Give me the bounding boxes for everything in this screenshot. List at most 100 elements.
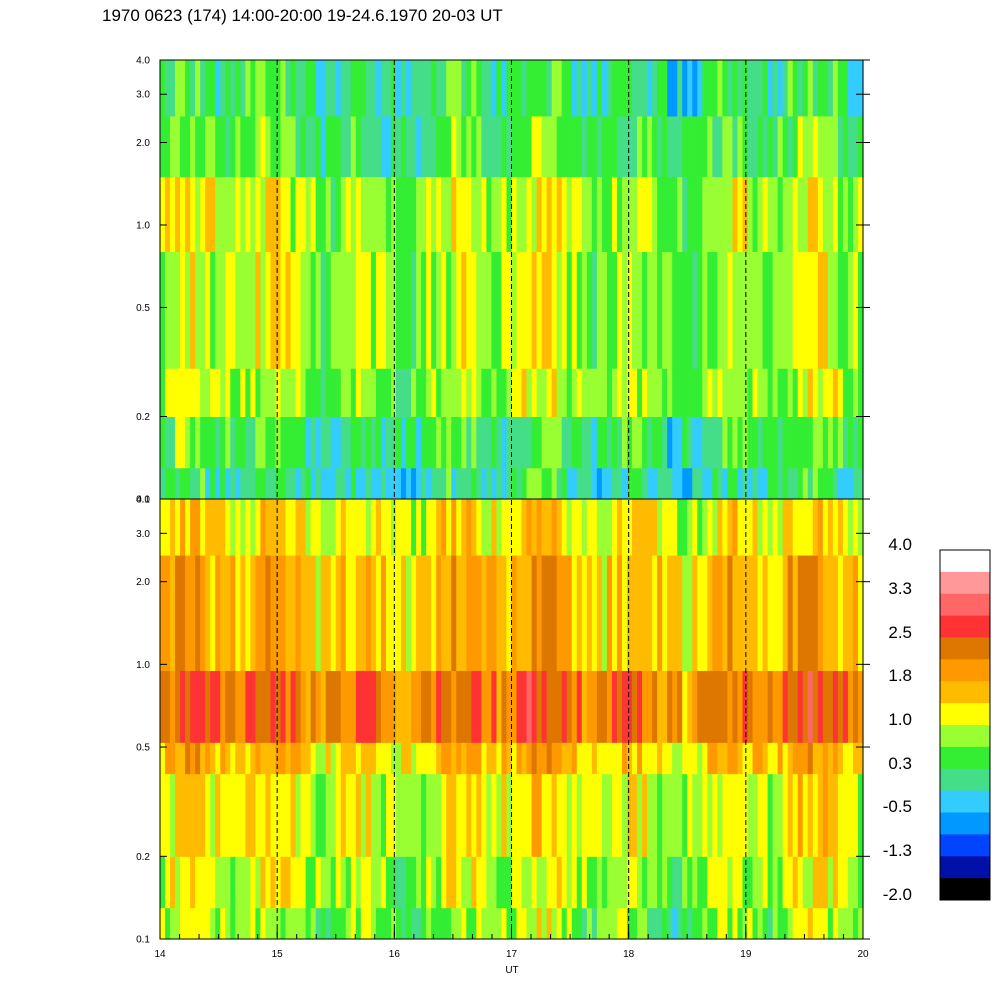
spectrogram-cell: [370, 856, 377, 909]
spectrogram-cell: [556, 555, 563, 671]
spectrogram-cell: [817, 60, 824, 117]
spectrogram-cell: [340, 416, 347, 469]
spectrogram-cell: [687, 670, 693, 743]
spectrogram-cell: [295, 368, 302, 418]
spectrogram-cell: [702, 773, 708, 857]
spectrogram-cell: [275, 176, 282, 253]
spectrogram-cell: [536, 555, 543, 671]
spectrogram-cell: [230, 467, 236, 500]
spectrogram-cell: [225, 499, 231, 556]
spectrogram-cell: [596, 176, 603, 253]
spectrogram-cell: [777, 742, 784, 775]
spectrogram-cell: [290, 856, 297, 909]
spectrogram-cell: [375, 176, 382, 253]
spectrogram-cell: [712, 907, 718, 940]
spectrogram-cell: [712, 115, 718, 178]
spectrogram-cell: [295, 742, 302, 775]
spectrogram-cell: [471, 176, 477, 253]
spectrogram-cell: [687, 773, 693, 857]
spectrogram-cell: [581, 499, 588, 556]
spectrogram-cell: [370, 555, 377, 671]
spectrogram-cell: [305, 467, 312, 500]
spectrogram-cell: [295, 416, 302, 469]
spectrogram-cell: [822, 856, 829, 909]
spectrogram-cell: [350, 176, 357, 253]
spectrogram-cell: [305, 773, 312, 857]
spectrogram-cell: [365, 251, 372, 369]
spectrogram-cell: [285, 60, 292, 117]
spectrogram-cell: [350, 856, 357, 909]
spectrogram-cell: [461, 907, 467, 940]
spectrogram-cell: [255, 856, 262, 909]
spectrogram-cell: [647, 670, 653, 743]
spectrogram-cell: [797, 251, 804, 369]
spectrogram-cell: [406, 251, 412, 369]
spectrogram-cell: [295, 467, 302, 500]
spectrogram-cell: [687, 60, 693, 117]
spectrogram-cell: [385, 467, 392, 500]
spectrogram-cell: [431, 115, 437, 178]
spectrogram-cell: [375, 499, 382, 556]
spectrogram-cell: [732, 115, 739, 178]
spectrogram-cell: [310, 176, 317, 253]
spectrogram-cell: [807, 742, 814, 775]
spectrogram-cell: [250, 670, 257, 743]
spectrogram-cell: [737, 115, 744, 178]
spectrogram-cell: [747, 467, 754, 500]
spectrogram-cell: [220, 60, 226, 117]
x-tick-label: 15: [272, 949, 284, 960]
spectrogram-cell: [827, 670, 834, 743]
spectrogram-cell: [616, 555, 623, 671]
spectrogram-cell: [722, 251, 729, 369]
spectrogram-cell: [637, 176, 643, 253]
spectrogram-cell: [596, 60, 603, 117]
spectrogram-cell: [160, 176, 166, 253]
spectrogram-cell: [812, 773, 819, 857]
spectrogram-cell: [601, 115, 608, 178]
spectrogram-cell: [767, 555, 774, 671]
spectrogram-cell: [270, 416, 277, 469]
spectrogram-cell: [375, 856, 382, 909]
spectrogram-cell: [531, 555, 538, 671]
spectrogram-cell: [637, 555, 643, 671]
spectrogram-cell: [406, 368, 412, 418]
spectrogram-cell: [501, 499, 508, 556]
color-scale-swatch: [940, 571, 990, 595]
spectrogram-cell: [551, 60, 558, 117]
spectrogram-cell: [707, 115, 713, 178]
spectrogram-cell: [616, 773, 623, 857]
spectrogram-cell: [496, 499, 503, 556]
spectrogram-cell: [832, 907, 839, 940]
spectrogram-cell: [596, 907, 603, 940]
spectrogram-cell: [767, 499, 774, 556]
spectrogram-cell: [747, 555, 754, 671]
spectrogram-cell: [551, 856, 558, 909]
spectrogram-cell: [225, 60, 231, 117]
spectrogram-cell: [431, 467, 437, 500]
spectrogram-cell: [476, 670, 482, 743]
color-scale-swatch: [940, 681, 990, 704]
spectrogram-cell: [431, 670, 437, 743]
spectrogram-cell: [260, 907, 267, 940]
spectrogram-cell: [476, 555, 482, 671]
spectrogram-cell: [722, 115, 729, 178]
spectrogram-cell: [652, 467, 658, 500]
spectrogram-cell: [521, 856, 528, 909]
spectrogram-cell: [697, 368, 703, 418]
spectrogram-cell: [702, 670, 708, 743]
spectrogram-cell: [260, 416, 267, 469]
spectrogram-cell: [596, 368, 603, 418]
spectrogram-cell: [657, 368, 663, 418]
spectrogram-cell: [611, 499, 618, 556]
spectrogram-cell: [240, 670, 246, 743]
spectrogram-cell: [857, 856, 864, 909]
spectrogram-cell: [355, 115, 362, 178]
spectrogram-cell: [290, 115, 297, 178]
spectrogram-cell: [476, 856, 482, 909]
spectrogram-cell: [672, 467, 678, 500]
spectrogram-cell: [345, 742, 352, 775]
spectrogram-cell: [390, 856, 397, 909]
spectrogram-cell: [396, 60, 402, 117]
spectrogram-cell: [657, 856, 663, 909]
spectrogram-cell: [305, 742, 312, 775]
